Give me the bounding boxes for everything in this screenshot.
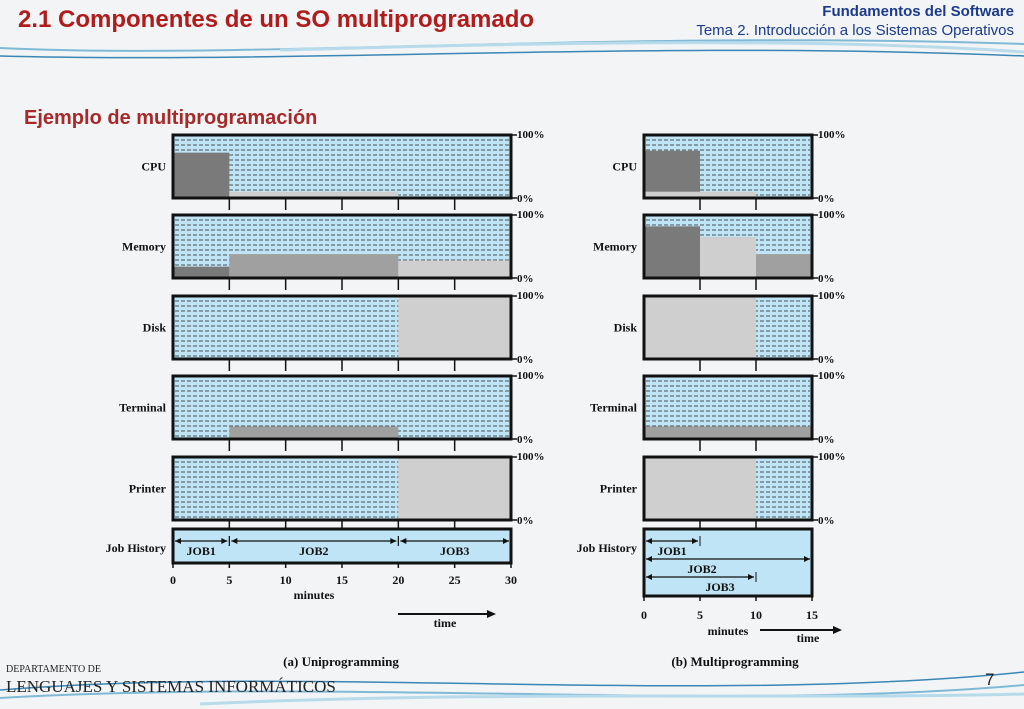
minutes-label: minutes	[708, 624, 749, 638]
job-arrow-head	[646, 556, 652, 562]
disk-label: Disk	[143, 321, 167, 335]
cpu-usage-bar	[644, 150, 700, 198]
memory-panel-border	[642, 213, 814, 280]
page-number: 7	[985, 670, 995, 689]
pct-0-label: 0%	[517, 193, 534, 205]
job-arrow-head	[400, 538, 407, 544]
job-arrow-head	[646, 574, 652, 580]
pct-0-label: 0%	[818, 354, 835, 366]
memory-usage-bar	[229, 254, 399, 278]
course-name: Fundamentos del Software	[822, 3, 1014, 20]
pct-0-label: 0%	[818, 515, 835, 527]
printer-panel-border	[642, 455, 814, 522]
disk-label: Disk	[614, 321, 638, 335]
printer-label: Printer	[600, 482, 638, 496]
memory-label: Memory	[593, 240, 637, 254]
pct-0-label: 0%	[517, 434, 534, 446]
axis-tick-label: 30	[505, 573, 517, 587]
time-arrow-head	[833, 626, 842, 634]
printer-usage-bar	[644, 457, 756, 520]
time-arrow-head	[487, 610, 496, 618]
department-label: DEPARTAMENTO DE	[6, 664, 101, 675]
slide-subtitle: Ejemplo de multiprogramación	[24, 107, 318, 129]
job-label-job1: JOB1	[186, 544, 215, 558]
cpu-usage-bar	[644, 191, 756, 198]
terminal-panel-border	[642, 374, 814, 441]
pct-100-label: 100%	[818, 451, 846, 463]
printer-usage-bar	[398, 457, 511, 520]
pct-100-label: 100%	[818, 129, 846, 141]
job-arrow-head	[175, 538, 181, 544]
pct-0-label: 0%	[818, 434, 835, 446]
job-label-job2: JOB2	[687, 562, 716, 576]
terminal-usage-bar	[229, 426, 399, 439]
axis-tick-label: 10	[280, 573, 292, 587]
job-label-job3: JOB3	[705, 580, 734, 594]
pct-0-label: 0%	[818, 193, 835, 205]
job-arrow-head	[390, 538, 397, 544]
topic-name: Tema 2. Introducción a los Sistemas Oper…	[696, 22, 1014, 39]
memory-label: Memory	[122, 240, 166, 254]
pct-100-label: 100%	[517, 209, 545, 221]
pct-0-label: 0%	[517, 354, 534, 366]
department-name: LENGUAJES Y SISTEMAS INFORMÁTICOS	[6, 677, 336, 696]
pct-100-label: 100%	[818, 290, 846, 302]
axis-tick-label: 25	[449, 573, 461, 587]
job-arrow-head	[221, 538, 228, 544]
job-arrow-head	[748, 574, 754, 580]
axis-tick-label: 10	[750, 608, 762, 622]
axis-tick-label: 15	[806, 608, 818, 622]
cpu-usage-bar	[173, 152, 230, 198]
disk-panel-border	[642, 294, 814, 361]
axis-tick-label: 15	[336, 573, 348, 587]
cpu-usage-bar	[229, 191, 399, 198]
axis-tick-label: 0	[170, 573, 176, 587]
minutes-label: minutes	[294, 588, 335, 602]
memory-usage-bar	[644, 226, 700, 278]
terminal-usage-bar	[644, 426, 812, 439]
cpu-label: CPU	[612, 160, 637, 174]
disk-usage-bar	[644, 296, 756, 359]
job-arrow-head	[646, 538, 652, 544]
time-label: time	[797, 631, 820, 645]
job-history-label: Job History	[577, 541, 637, 555]
pct-0-label: 0%	[818, 273, 835, 285]
pct-100-label: 100%	[818, 209, 846, 221]
axis-tick-label: 20	[392, 573, 404, 587]
cpu-panel-border	[642, 133, 814, 200]
printer-label: Printer	[129, 482, 167, 496]
job-label-job1: JOB1	[657, 544, 686, 558]
time-label: time	[434, 616, 457, 630]
slide-title: 2.1 Componentes de un SO multiprogramado	[18, 6, 535, 33]
pct-100-label: 100%	[517, 129, 545, 141]
job-arrow-head	[804, 556, 810, 562]
pct-0-label: 0%	[517, 273, 534, 285]
job-label-job2: JOB2	[299, 544, 328, 558]
cpu-label: CPU	[141, 160, 166, 174]
pct-100-label: 100%	[517, 370, 545, 382]
memory-usage-bar	[173, 266, 230, 278]
memory-usage-bar	[398, 260, 511, 278]
axis-tick-label: 5	[226, 573, 232, 587]
job-arrow-head	[692, 538, 698, 544]
pct-100-label: 100%	[517, 451, 545, 463]
caption-multiprogramming: (b) Multiprogramming	[671, 654, 799, 669]
terminal-label: Terminal	[119, 401, 167, 415]
pct-100-label: 100%	[517, 290, 545, 302]
caption-uniprogramming: (a) Uniprogramming	[283, 654, 399, 669]
terminal-label: Terminal	[590, 401, 638, 415]
job-history-label: Job History	[106, 541, 166, 555]
axis-tick-label: 0	[641, 608, 647, 622]
pct-0-label: 0%	[517, 515, 534, 527]
job-arrow-head	[503, 538, 509, 544]
disk-usage-bar	[398, 296, 511, 359]
pct-100-label: 100%	[818, 370, 846, 382]
job-arrow-head	[231, 538, 238, 544]
axis-tick-label: 5	[697, 608, 703, 622]
job-label-job3: JOB3	[440, 544, 469, 558]
